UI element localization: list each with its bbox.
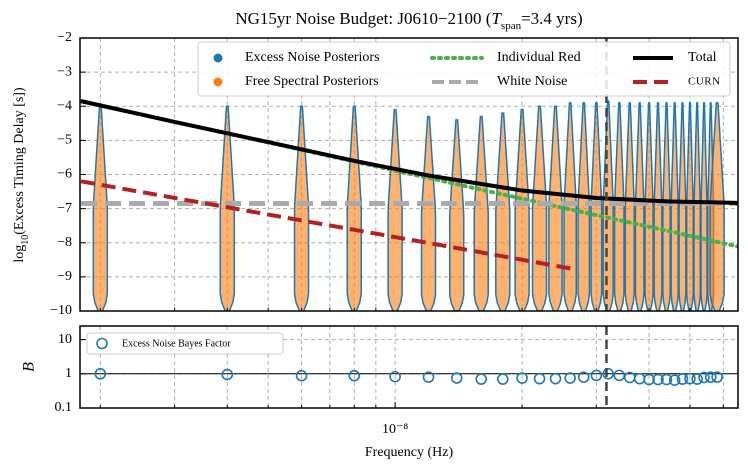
point [643, 373, 655, 386]
legend-marker [96, 337, 108, 350]
y-axis-label: B [21, 362, 38, 372]
title-part: NG15yr Noise Budget: J0610−2100 ( [235, 9, 491, 28]
violin [653, 102, 663, 311]
violin [577, 102, 591, 311]
violin [346, 105, 363, 311]
violin [678, 102, 687, 311]
violin [602, 100, 614, 311]
point [691, 373, 703, 385]
violin [495, 112, 511, 311]
y-tick-label: 10 [58, 332, 72, 347]
plot-area [80, 326, 738, 408]
label-part: 10 [20, 235, 31, 245]
violin [670, 102, 679, 311]
legend-label: Excess Noise Posteriors [245, 50, 380, 65]
line-series [80, 179, 578, 272]
violin [563, 102, 578, 311]
point [516, 372, 528, 384]
y-tick-label: −10 [50, 303, 72, 318]
point [613, 369, 626, 382]
violin [420, 115, 437, 311]
point [698, 371, 710, 384]
violin [92, 105, 109, 311]
y-tick-label: 0.1 [55, 400, 73, 415]
legend-box [86, 332, 284, 355]
point [475, 373, 488, 385]
y-tick-label: −2 [57, 30, 72, 45]
violin [613, 102, 625, 311]
violin [531, 105, 548, 311]
point [711, 371, 723, 383]
axes-frame [79, 37, 739, 312]
title-part: =3.4 yrs) [521, 9, 583, 28]
point [348, 369, 361, 382]
point [295, 369, 308, 382]
violin [709, 102, 725, 311]
y-tick-label: −7 [57, 201, 72, 216]
violin [590, 102, 603, 311]
violin [644, 102, 654, 311]
x-axis-label: Frequency (Hz) [365, 445, 454, 460]
point [549, 372, 562, 385]
y-tick-label: −8 [57, 235, 72, 250]
y-tick-label: −4 [57, 98, 72, 113]
label-part: (Excess Timing Delay [s]) [12, 87, 27, 235]
legend-label: Free Spectral Posteriors [245, 74, 379, 89]
point [590, 369, 603, 382]
point [668, 374, 681, 387]
point [496, 373, 509, 385]
legend-label: CURN [688, 76, 721, 88]
point [660, 373, 673, 386]
point [676, 373, 689, 385]
legend-label: White Noise [497, 74, 567, 89]
y-axis-label: log10(Excess Timing Delay [s]) [12, 87, 31, 263]
violin [662, 102, 671, 311]
point [422, 371, 435, 383]
legend-marker [213, 77, 223, 87]
y-tick-label: −6 [57, 167, 72, 182]
violin [685, 102, 694, 311]
legend-label: Total [688, 50, 717, 65]
point [221, 368, 234, 381]
violin [693, 102, 701, 311]
point [602, 368, 614, 380]
point [564, 372, 576, 384]
violin [473, 115, 489, 311]
title-part: T [491, 9, 502, 28]
title-part: span [501, 20, 522, 32]
legend-box [197, 41, 731, 97]
violin [514, 108, 530, 311]
point [450, 372, 463, 384]
violin [624, 102, 635, 311]
point [633, 372, 646, 385]
line-series [80, 99, 738, 205]
x-tick-label: 10⁻⁸ [382, 422, 408, 437]
point [94, 368, 107, 380]
legend-label: Individual Red [497, 50, 581, 65]
axes-frame [79, 325, 739, 409]
point [389, 370, 401, 383]
y-tick-label: −9 [57, 269, 72, 284]
y-tick-label: −3 [57, 64, 72, 79]
point [652, 373, 664, 386]
violin [387, 108, 403, 311]
violin [449, 119, 465, 311]
point [684, 372, 696, 385]
label-part: log [12, 245, 27, 263]
point [704, 371, 717, 383]
violin [548, 105, 563, 311]
violin [634, 102, 645, 311]
y-tick-label: 1 [65, 366, 72, 381]
point [533, 372, 546, 385]
chart-title: NG15yr Noise Budget: J0610−2100 (Tspan=3… [235, 9, 582, 32]
violin [700, 102, 708, 311]
point [577, 371, 590, 383]
violin [293, 105, 310, 311]
y-tick-label: −5 [57, 133, 72, 148]
legend-marker [213, 53, 223, 63]
legend-label: Excess Noise Bayes Factor [122, 338, 231, 349]
